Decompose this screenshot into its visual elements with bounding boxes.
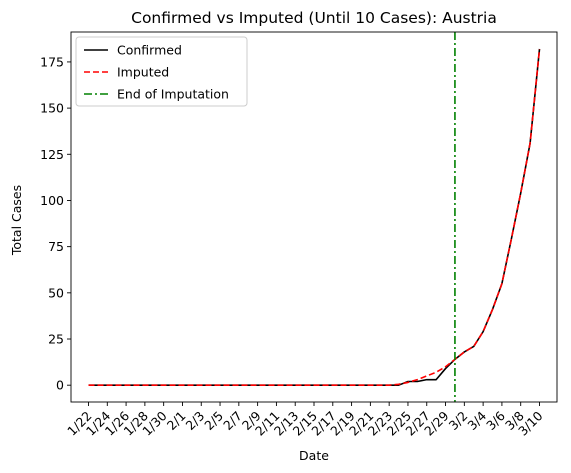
y-tick-label: 100 xyxy=(40,193,64,208)
legend-label: End of Imputation xyxy=(117,87,229,102)
y-tick-label: 0 xyxy=(56,378,64,393)
y-tick-label: 25 xyxy=(48,332,64,347)
series-line-imputed xyxy=(88,48,541,386)
x-axis: 1/221/241/261/281/302/12/32/52/72/92/112… xyxy=(64,402,546,439)
y-axis-label: Total Cases xyxy=(9,185,24,256)
chart-title: Confirmed vs Imputed (Until 10 Cases): A… xyxy=(131,9,497,27)
y-tick-label: 150 xyxy=(40,101,64,116)
y-axis: 0 25 50 75 100 125 150 175 xyxy=(40,54,71,393)
legend: Confirmed Imputed End of Imputation xyxy=(75,36,248,107)
y-tick-label: 125 xyxy=(40,147,64,162)
y-tick-label: 50 xyxy=(48,285,64,300)
legend-box xyxy=(75,36,248,107)
legend-label: Imputed xyxy=(117,65,169,80)
y-tick-label: 75 xyxy=(48,239,64,254)
legend-label: Confirmed xyxy=(117,43,182,58)
y-tick-label: 175 xyxy=(40,54,64,69)
x-axis-label: Date xyxy=(299,448,329,463)
